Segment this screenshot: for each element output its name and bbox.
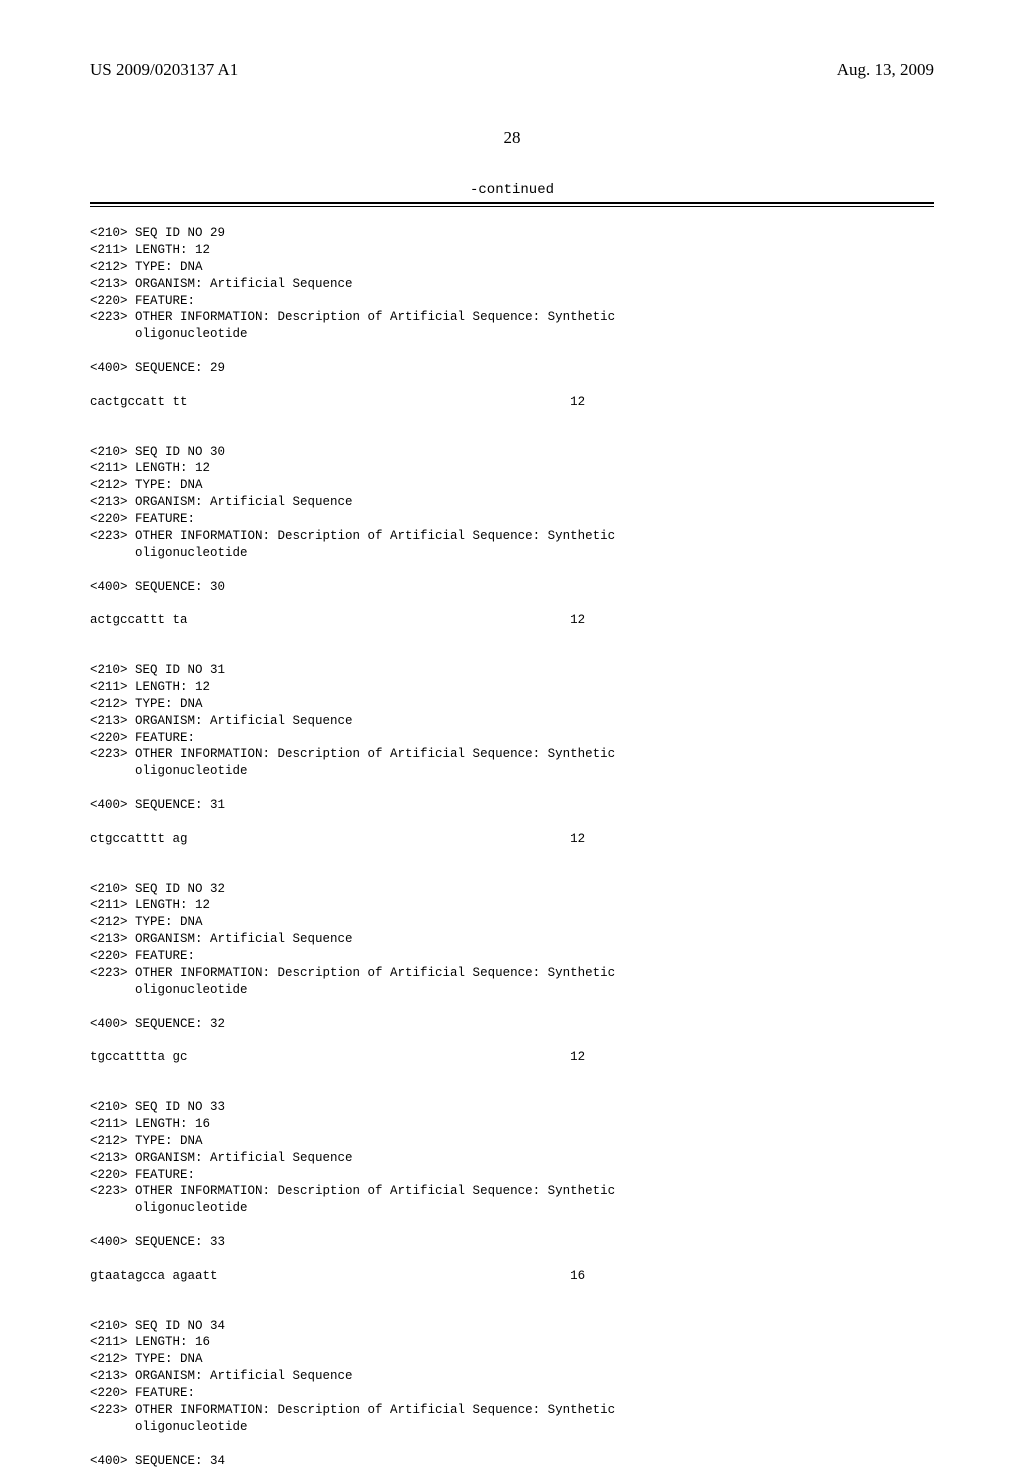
sequence-block: <210> SEQ ID NO 33 <211> LENGTH: 16 <212… <box>90 1099 934 1302</box>
publication-number: US 2009/0203137 A1 <box>90 60 238 80</box>
sequence-block: <210> SEQ ID NO 30 <211> LENGTH: 12 <212… <box>90 444 934 647</box>
divider-thin <box>90 206 934 207</box>
continued-label: -continued <box>90 182 934 198</box>
sequence-block: <210> SEQ ID NO 31 <211> LENGTH: 12 <212… <box>90 662 934 865</box>
page-number: 28 <box>90 128 934 148</box>
sequence-block: <210> SEQ ID NO 29 <211> LENGTH: 12 <212… <box>90 225 934 428</box>
divider-thick <box>90 202 934 204</box>
sequence-block: <210> SEQ ID NO 32 <211> LENGTH: 12 <212… <box>90 881 934 1084</box>
page-header: US 2009/0203137 A1 Aug. 13, 2009 <box>90 60 934 80</box>
publication-date: Aug. 13, 2009 <box>837 60 934 80</box>
patent-page: US 2009/0203137 A1 Aug. 13, 2009 28 -con… <box>0 0 1024 1320</box>
sequence-listing: <210> SEQ ID NO 29 <211> LENGTH: 12 <212… <box>90 225 934 1469</box>
sequence-block: <210> SEQ ID NO 34 <211> LENGTH: 16 <212… <box>90 1318 934 1469</box>
